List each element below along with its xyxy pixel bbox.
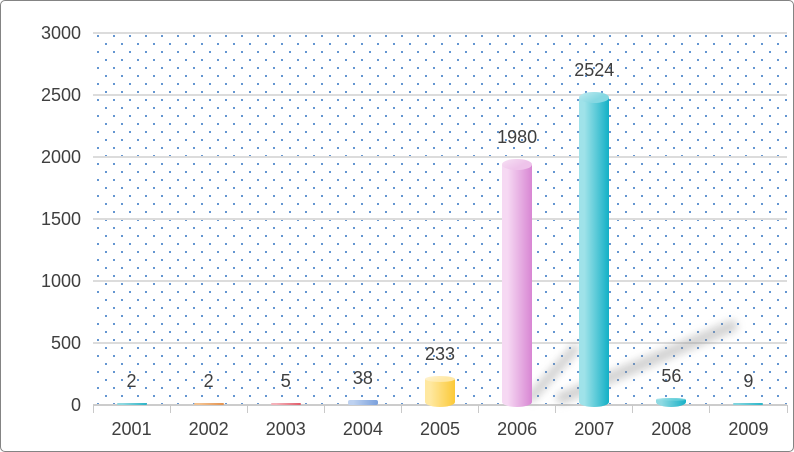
x-axis-tick [92, 405, 94, 413]
bar-2009 [733, 402, 764, 405]
x-tick-label-2004: 2004 [342, 419, 383, 439]
bar-cap-highlight [425, 376, 455, 383]
x-axis-tick [709, 405, 711, 413]
x-axis-tick [478, 405, 480, 413]
x-tick-label-2006: 2006 [497, 419, 538, 439]
x-axis-tick [400, 405, 402, 413]
gridline [93, 218, 787, 220]
x-axis-tick [632, 405, 634, 413]
bar-cap-highlight [579, 92, 610, 104]
bar-cap-2005 [425, 376, 455, 383]
x-tick-label-2003: 2003 [265, 419, 306, 439]
y-tick-label: 500 [50, 333, 81, 353]
bar-2001 [116, 402, 147, 405]
bar-2006 [502, 164, 533, 407]
bar-cap-highlight [656, 398, 687, 402]
x-tick-label-2005: 2005 [419, 419, 461, 439]
x-tick-label-2007: 2007 [574, 419, 615, 439]
x-tick-label-2009: 2009 [728, 419, 769, 439]
bar-2003 [270, 402, 301, 405]
data-label-2008: 56 [661, 366, 682, 387]
x-tick-label-2008: 2008 [651, 419, 692, 439]
y-tick-label: 1000 [40, 271, 81, 291]
gridline [93, 342, 787, 344]
data-label-2006: 1980 [497, 127, 538, 148]
gridline [93, 32, 787, 34]
bar-cap-highlight [502, 159, 533, 171]
bar-cap-2007 [579, 92, 610, 104]
data-label-2001: 2 [126, 370, 137, 391]
bar-2008 [656, 399, 687, 407]
gridline [93, 280, 787, 282]
x-axis-tick [323, 405, 325, 413]
y-tick-label: 2500 [40, 85, 81, 105]
y-tick-label: 2000 [40, 147, 81, 167]
data-label-2002: 2 [203, 370, 214, 391]
gridline [93, 94, 787, 96]
data-label-2003: 5 [280, 370, 291, 391]
x-axis-tick [169, 405, 171, 413]
bar-2007 [579, 97, 610, 407]
gridline [93, 156, 787, 158]
x-axis-tick [786, 405, 788, 413]
bar-2005 [425, 379, 455, 407]
data-label-2005: 233 [424, 344, 456, 365]
y-tick-label: 0 [70, 395, 81, 415]
bar-2002 [193, 402, 224, 405]
data-label-2004: 38 [352, 368, 373, 389]
x-tick-label-2001: 2001 [111, 419, 152, 439]
x-tick-label-2002: 2002 [188, 419, 229, 439]
bar-2004 [347, 400, 378, 405]
bar-cap-2008 [656, 398, 687, 402]
y-tick-label: 1500 [40, 209, 81, 229]
y-tick-label: 3000 [40, 23, 81, 43]
x-axis-tick [555, 405, 557, 413]
x-axis-tick [246, 405, 248, 413]
bar-cap-2006 [502, 159, 533, 171]
data-label-2007: 2524 [574, 60, 615, 81]
data-label-2009: 9 [743, 370, 754, 391]
